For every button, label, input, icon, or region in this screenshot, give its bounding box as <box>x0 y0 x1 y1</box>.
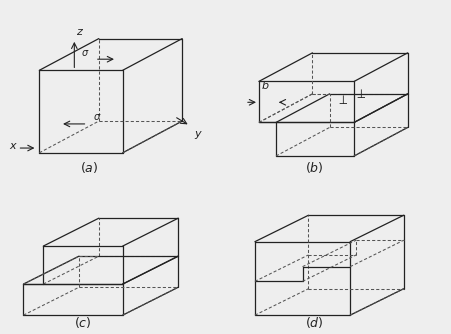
Text: x: x <box>9 142 15 151</box>
Text: $\perp$: $\perp$ <box>336 94 349 107</box>
Text: $(a)$: $(a)$ <box>80 160 98 175</box>
Text: z: z <box>76 27 82 37</box>
Text: $\perp$: $\perp$ <box>354 88 367 101</box>
Text: $(b)$: $(b)$ <box>305 160 324 175</box>
Text: y: y <box>194 129 201 139</box>
Text: $b$: $b$ <box>261 79 270 91</box>
Text: $\sigma$: $\sigma$ <box>81 48 89 57</box>
Text: $\sigma$: $\sigma$ <box>93 112 102 122</box>
Text: $(d)$: $(d)$ <box>305 315 324 330</box>
Text: $(c)$: $(c)$ <box>74 315 92 330</box>
